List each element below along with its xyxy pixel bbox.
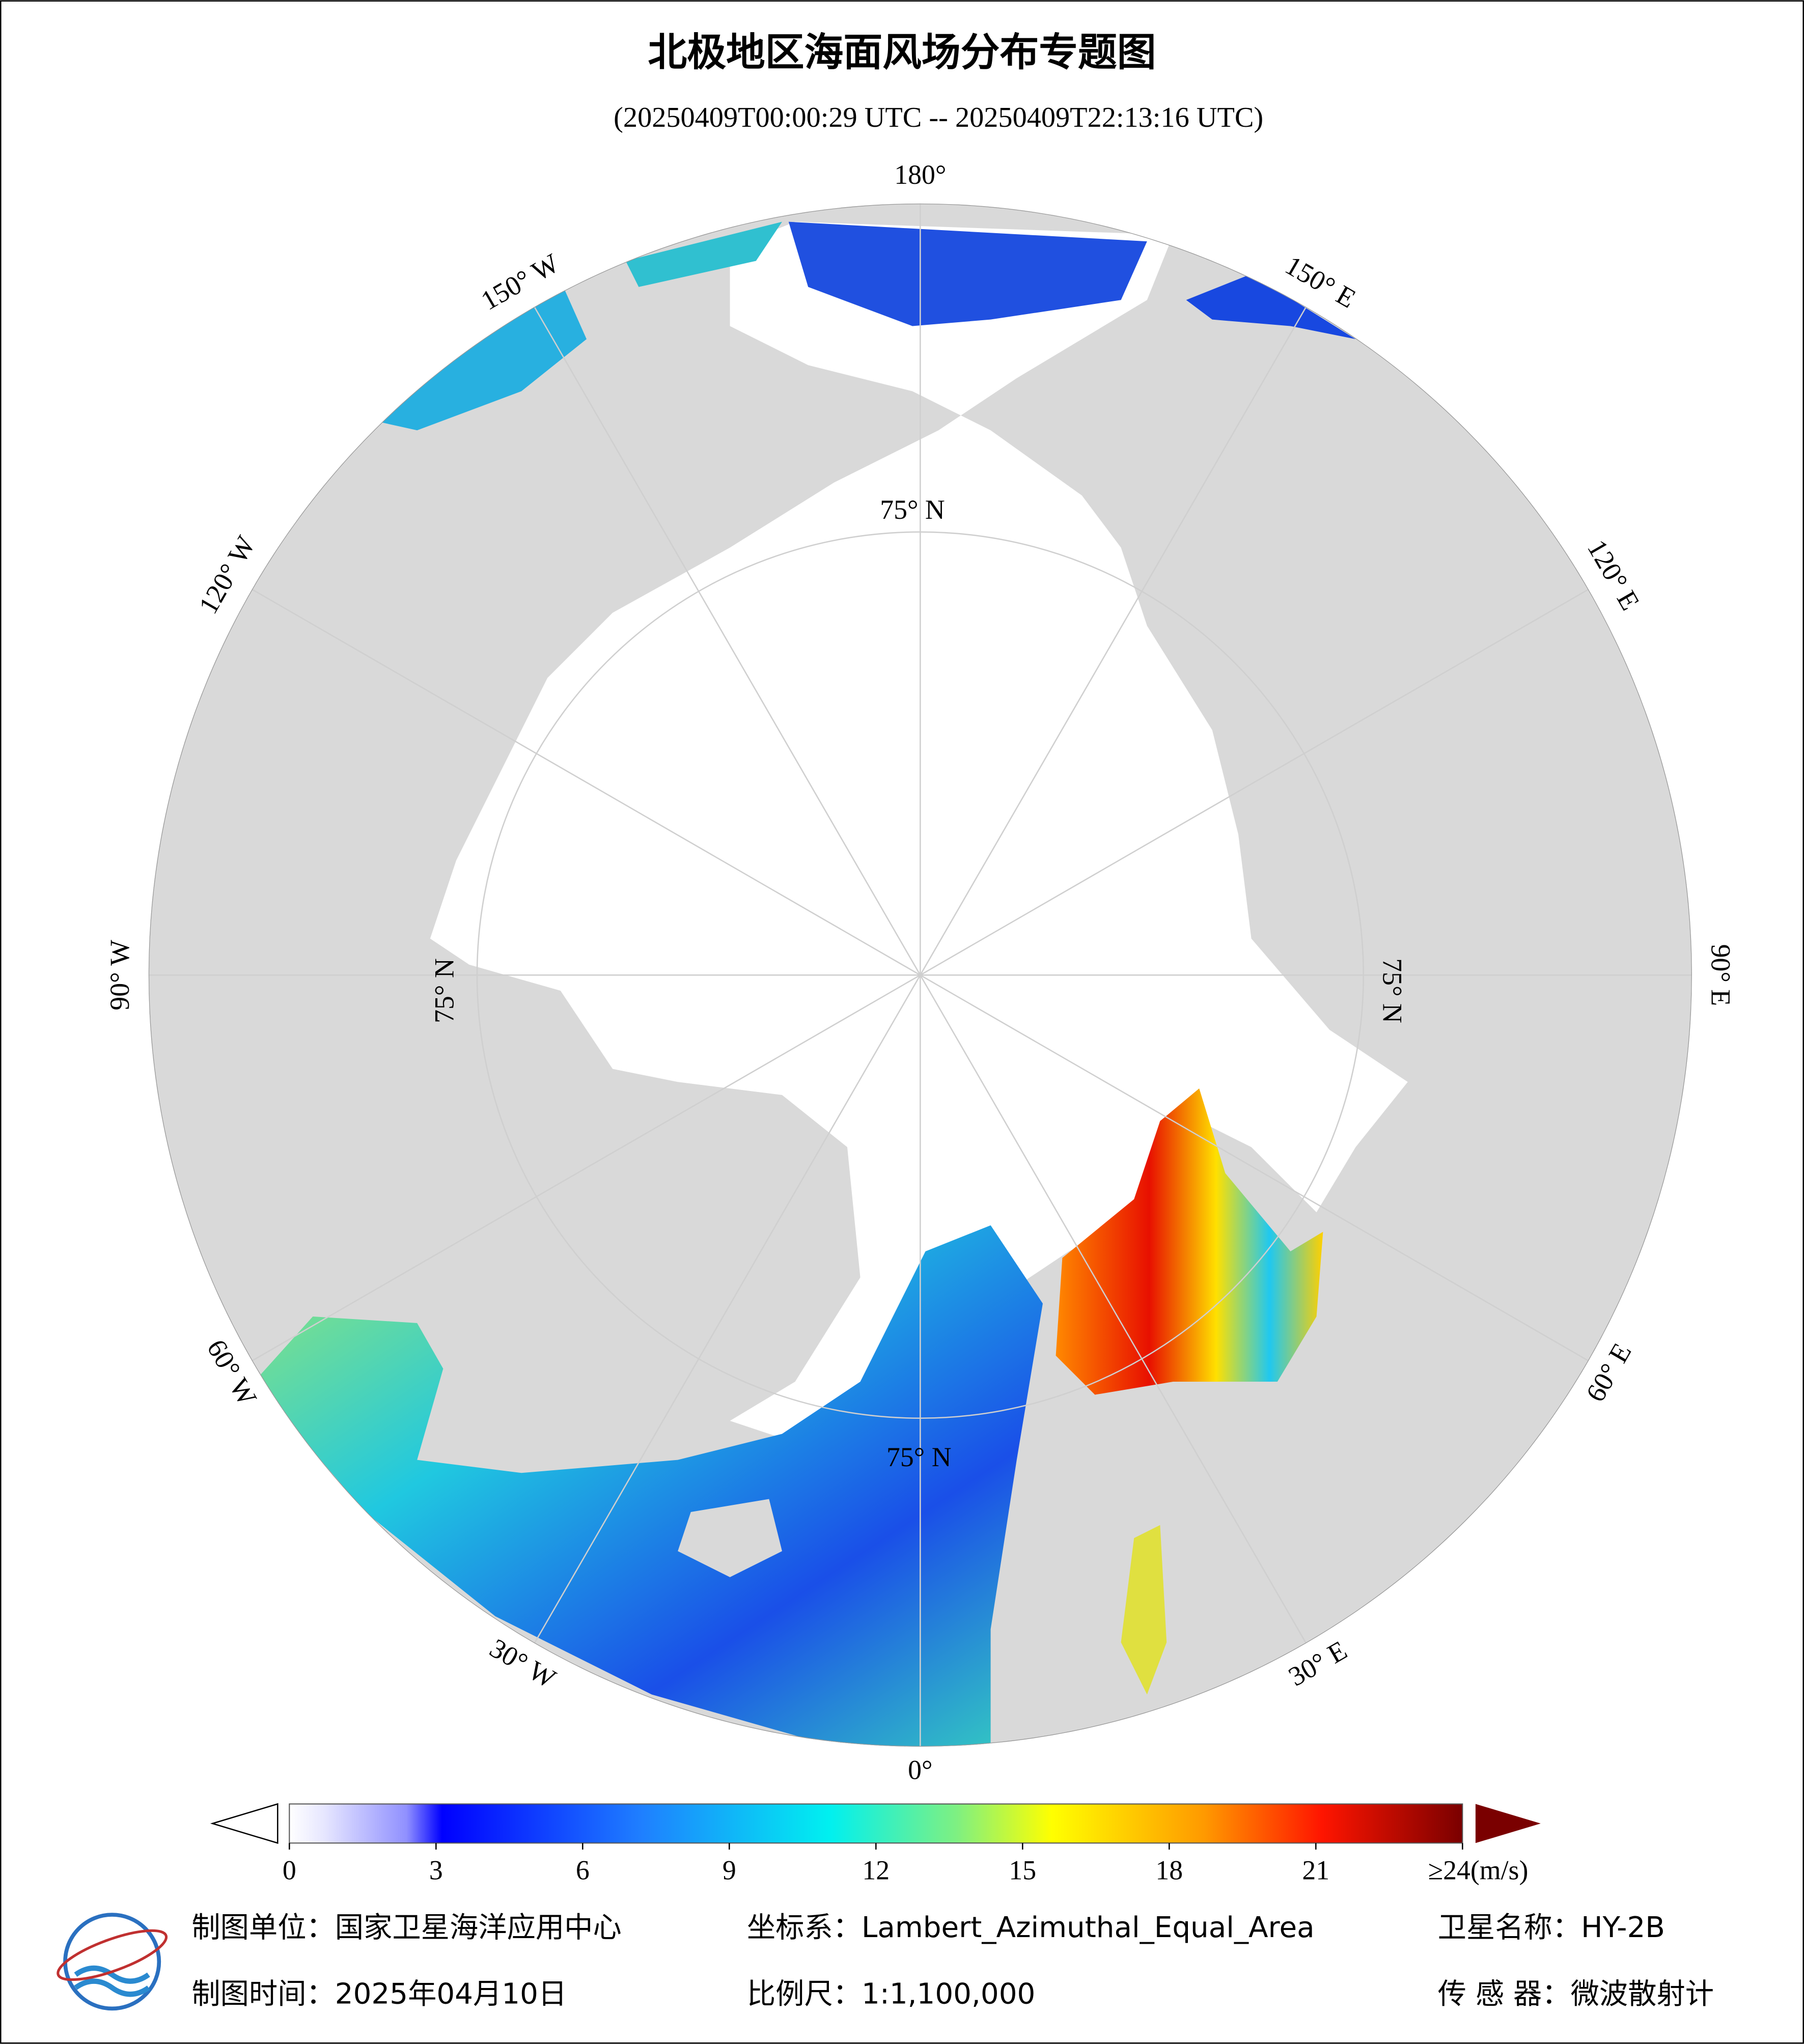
colorbar-ticks: 0 3 6 9 12 15 18 21 ≥24(m/s) — [283, 1843, 1528, 1885]
colorbar-tick-label: ≥24(m/s) — [1428, 1855, 1529, 1885]
meridian — [534, 306, 921, 975]
colorbar-max-arrow — [1475, 1804, 1541, 1843]
map — [148, 203, 1692, 1747]
logo — [57, 1913, 168, 2011]
meridian — [920, 306, 1307, 975]
colorbar-tick-label: 9 — [723, 1855, 736, 1885]
footer-sensor: 传 感 器：微波散射计 — [1438, 1977, 1714, 2010]
latitude-label: 75° N — [429, 958, 459, 1023]
meridian — [534, 974, 921, 1644]
colorbar — [289, 1803, 1463, 1844]
latitude-label: 75° N — [880, 494, 945, 525]
alaska-wind-field — [625, 221, 782, 287]
barents-wind-field — [1056, 1088, 1323, 1395]
meridian — [252, 589, 921, 976]
subtitle: (20250409T00:00:29 UTC -- 20250409T22:13… — [614, 102, 1263, 133]
colorbar-tick-label: 3 — [429, 1855, 443, 1885]
longitude-label: 0° — [908, 1754, 932, 1785]
footer-date: 制图时间：2025年04月10日 — [191, 1977, 567, 2010]
latitude-label: 75° N — [1377, 958, 1408, 1023]
graticule — [148, 203, 1692, 1747]
latitude-label: 75° N — [886, 1442, 952, 1472]
iceland — [678, 1499, 782, 1578]
colorbar-tick-label: 21 — [1302, 1855, 1329, 1885]
baltic-wind-field — [1121, 1525, 1167, 1695]
colorbar-tick-label: 6 — [576, 1855, 590, 1885]
map-title: 北极地区海面风场分布专题图 — [648, 30, 1156, 75]
footer-maker: 制图单位：国家卫星海洋应用中心 — [191, 1911, 621, 1944]
colorbar-tick-label: 0 — [283, 1855, 296, 1885]
logo-ring — [63, 1913, 161, 2011]
meridian — [920, 974, 1589, 1362]
meridian — [920, 589, 1589, 976]
colorbar-tick-label: 12 — [862, 1855, 890, 1885]
okhotsk-wind-field — [1186, 274, 1356, 340]
footer-scale: 比例尺：1:1,100,000 — [747, 1977, 1036, 2010]
footer-satellite: 卫星名称：HY-2B — [1438, 1911, 1665, 1944]
colorbar-min-arrow — [210, 1803, 279, 1844]
colorbar-tick-label: 18 — [1155, 1855, 1183, 1885]
meridian — [920, 974, 1307, 1644]
longitude-label: 90° W — [104, 940, 135, 1011]
longitude-label: 90° E — [1706, 944, 1736, 1006]
meridian — [252, 974, 921, 1362]
atlantic-wind-field — [254, 1225, 1043, 1747]
logo-waves — [74, 1965, 150, 1997]
longitude-label: 180° — [894, 159, 946, 190]
colorbar-tick-label: 15 — [1009, 1855, 1036, 1885]
bering-wind-field — [788, 221, 1147, 326]
logo-orbit — [57, 1929, 168, 1981]
footer-crs: 坐标系：Lambert_Azimuthal_Equal_Area — [747, 1911, 1315, 1944]
gulf-wind-field — [358, 280, 587, 431]
